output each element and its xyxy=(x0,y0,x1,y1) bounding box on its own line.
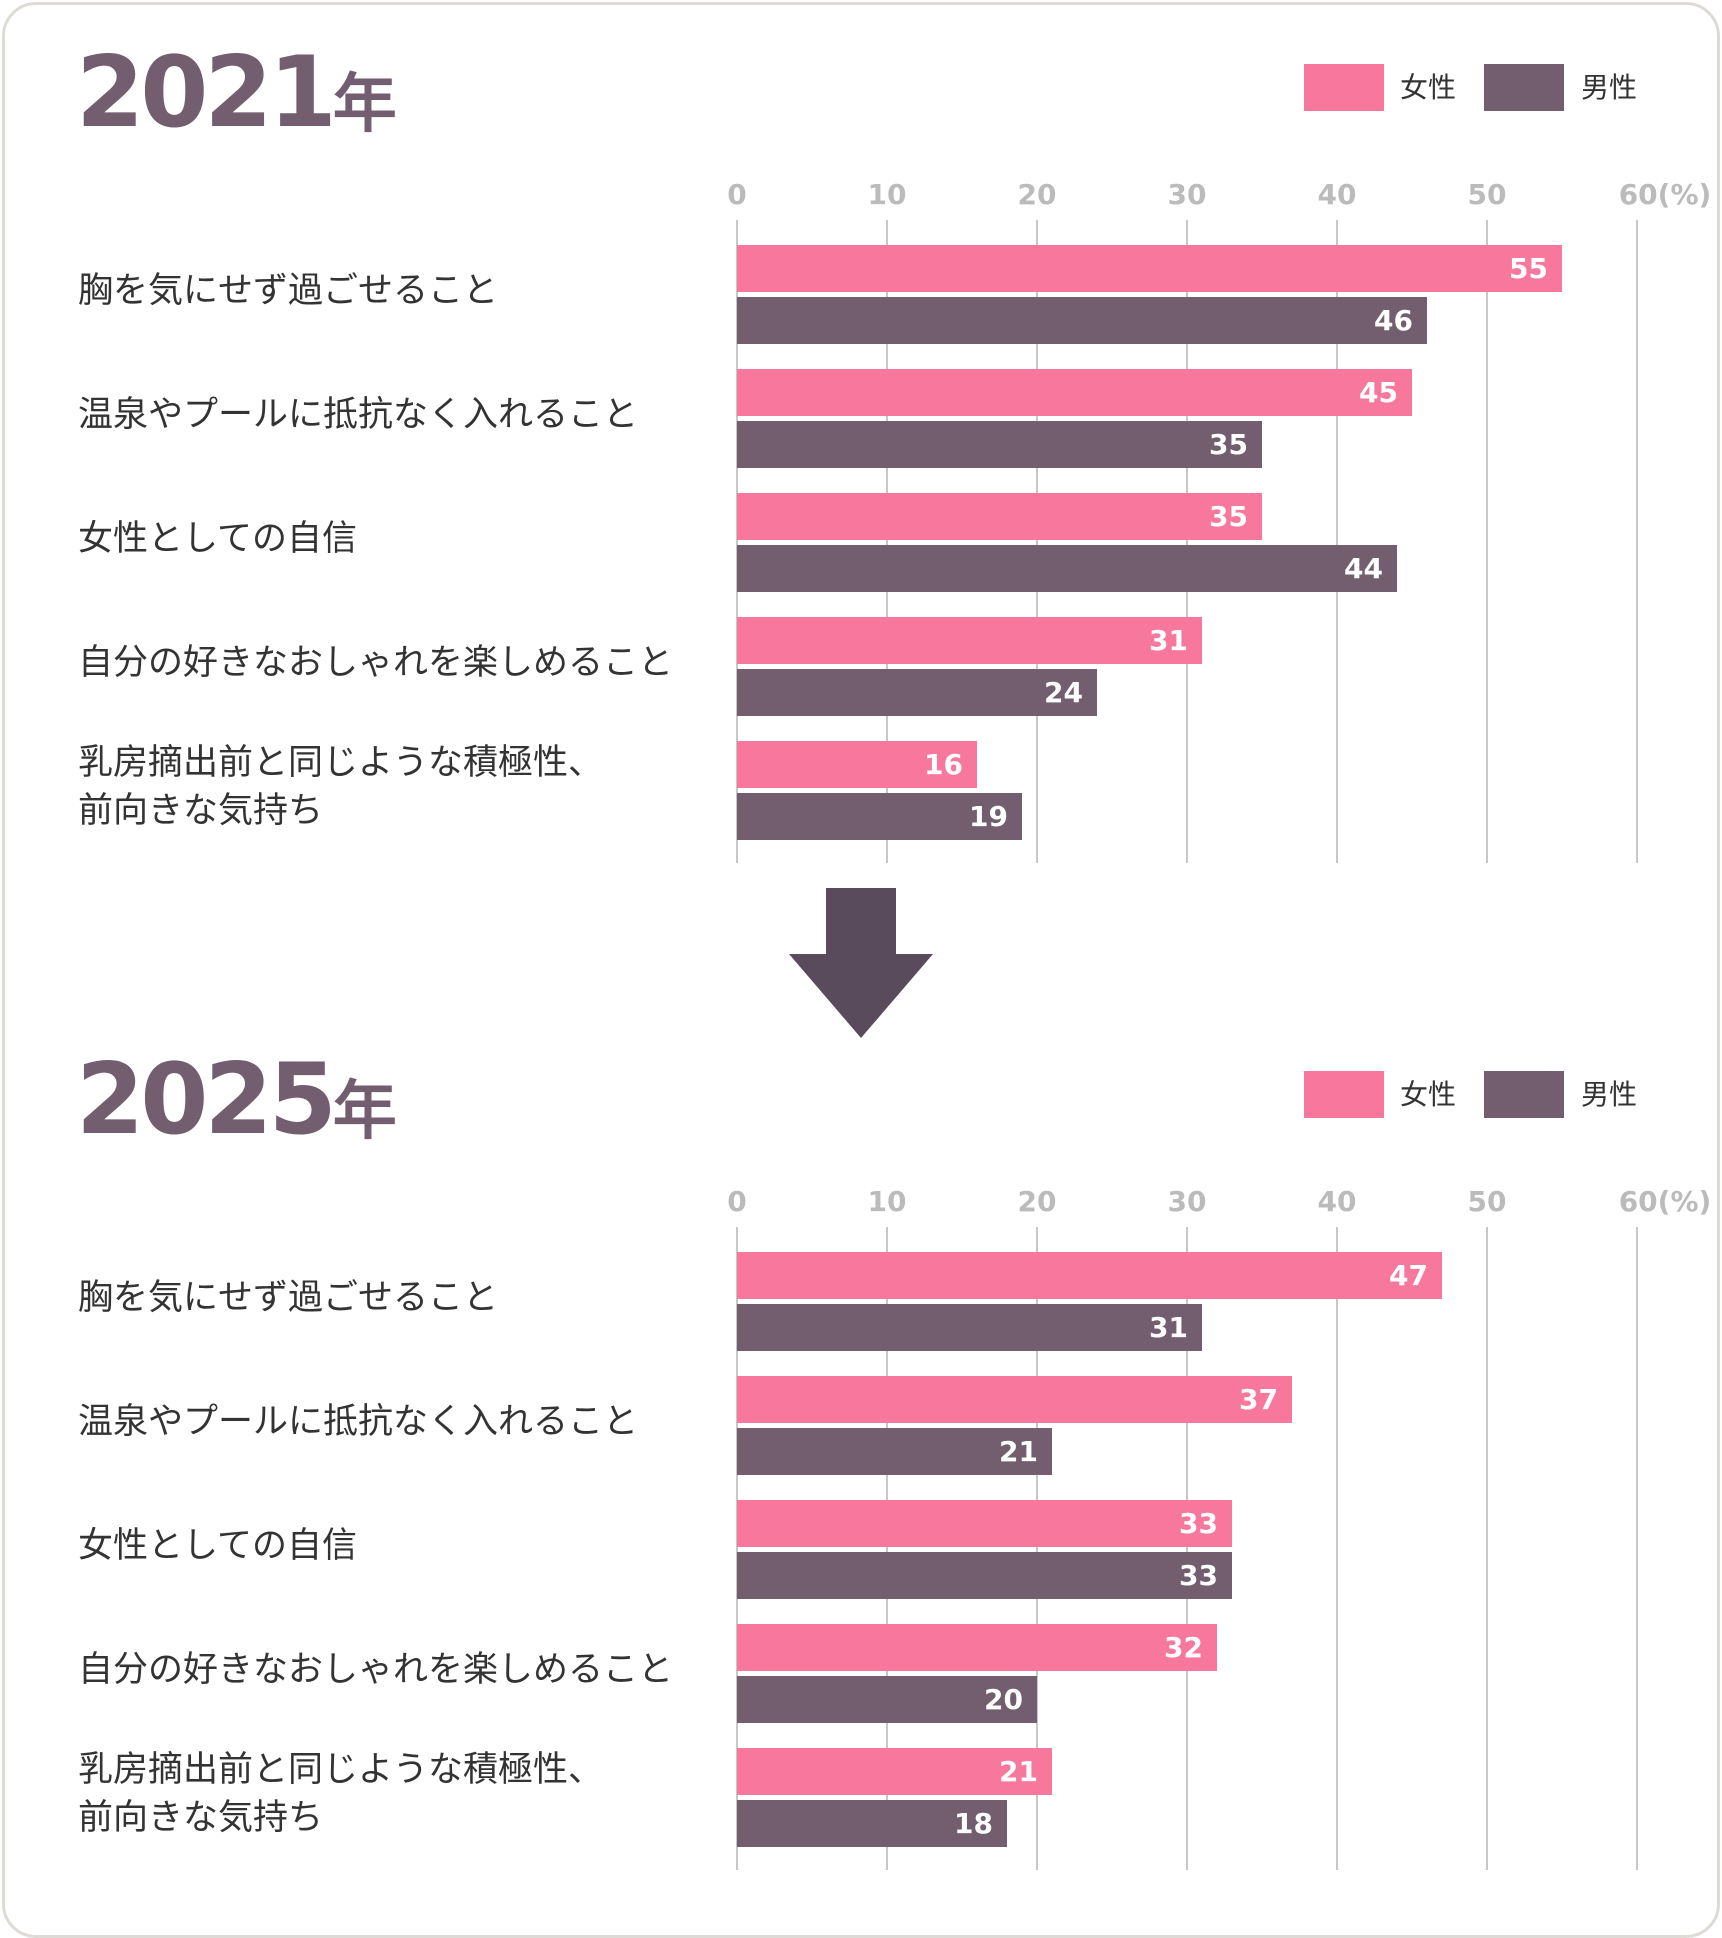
data-label: 19 xyxy=(969,800,1008,833)
x-tick-label: 10 xyxy=(867,1185,907,1218)
down-arrow-icon xyxy=(826,888,896,956)
x-tick-label: 20 xyxy=(1017,1185,1057,1218)
category-label: 女性としての自信 xyxy=(78,1526,357,1566)
data-label: 21 xyxy=(999,1755,1038,1788)
x-tick-label: 0 xyxy=(727,178,747,211)
gridline xyxy=(1036,1227,1038,1870)
chart-2025: 2025年 女性 男性 0 10 20 30 40 50 60(%) 胸を気にせず… xyxy=(0,1007,1722,1907)
legend-label-female: 女性 xyxy=(1400,71,1457,104)
legend-label-male: 男性 xyxy=(1581,71,1638,104)
data-label: 35 xyxy=(1209,428,1248,461)
bar-male: 31 xyxy=(737,1304,1202,1351)
gridline xyxy=(1486,1227,1488,1870)
bar-male: 33 xyxy=(737,1552,1232,1599)
bar-male: 46 xyxy=(737,297,1427,344)
gridline xyxy=(1336,220,1338,863)
category-label: 温泉やプールに抵抗なく入れること xyxy=(78,395,639,435)
data-label: 32 xyxy=(1164,1631,1203,1664)
gridline xyxy=(736,220,738,863)
down-arrow-head-icon xyxy=(789,954,933,1038)
bar-female: 31 xyxy=(737,617,1202,664)
category-label: 自分の好きなおしゃれを楽しめること xyxy=(78,643,674,683)
chart-title: 2021年 xyxy=(76,36,397,150)
bar-male: 24 xyxy=(737,669,1097,716)
x-tick-label: 40 xyxy=(1317,178,1357,211)
legend-label-male: 男性 xyxy=(1581,1078,1638,1111)
bar-female: 37 xyxy=(737,1376,1292,1423)
category-label: 乳房摘出前と同じような積極性、 前向きな気持ち xyxy=(78,1750,604,1838)
bar-male: 35 xyxy=(737,421,1262,468)
data-label: 33 xyxy=(1179,1507,1218,1540)
gridline xyxy=(1186,220,1188,863)
bar-female: 55 xyxy=(737,245,1562,292)
x-tick-label: 50 xyxy=(1467,178,1507,211)
category-label: 自分の好きなおしゃれを楽しめること xyxy=(78,1650,674,1690)
chart-2021: 2021年 女性 男性 0 10 20 30 40 50 60(%) 胸を気にせず… xyxy=(0,0,1722,900)
data-label: 44 xyxy=(1344,552,1383,585)
x-tick-label: 20 xyxy=(1017,178,1057,211)
data-label: 33 xyxy=(1179,1559,1218,1592)
gridline xyxy=(1336,1227,1338,1870)
data-label: 18 xyxy=(954,1807,993,1840)
bar-male: 18 xyxy=(737,1800,1007,1847)
bar-male: 19 xyxy=(737,793,1022,840)
category-label: 乳房摘出前と同じような積極性、 前向きな気持ち xyxy=(78,743,604,831)
bar-female: 47 xyxy=(737,1252,1442,1299)
data-label: 24 xyxy=(1044,676,1083,709)
x-tick-label: 30 xyxy=(1167,178,1207,211)
category-label: 胸を気にせず過ごせること xyxy=(78,271,499,311)
data-label: 20 xyxy=(984,1683,1023,1716)
bar-female: 45 xyxy=(737,369,1412,416)
bar-female: 21 xyxy=(737,1748,1052,1795)
data-label: 35 xyxy=(1209,500,1248,533)
data-label: 31 xyxy=(1149,1311,1188,1344)
gridline xyxy=(736,1227,738,1870)
category-label: 女性としての自信 xyxy=(78,519,357,559)
legend-swatch-male xyxy=(1484,1071,1564,1118)
chart-title: 2025年 xyxy=(76,1043,397,1157)
gridline xyxy=(1636,220,1638,863)
data-label: 37 xyxy=(1239,1383,1278,1416)
data-label: 16 xyxy=(924,748,963,781)
legend-swatch-female xyxy=(1304,64,1384,111)
data-label: 47 xyxy=(1389,1259,1428,1292)
bar-female: 33 xyxy=(737,1500,1232,1547)
x-tick-label: 50 xyxy=(1467,1185,1507,1218)
bar-female: 32 xyxy=(737,1624,1217,1671)
data-label: 31 xyxy=(1149,624,1188,657)
x-tick-label: 30 xyxy=(1167,1185,1207,1218)
gridline xyxy=(1036,220,1038,863)
bar-male: 44 xyxy=(737,545,1397,592)
x-tick-label: 10 xyxy=(867,178,907,211)
bar-female: 16 xyxy=(737,741,977,788)
category-label: 胸を気にせず過ごせること xyxy=(78,1278,499,1318)
data-label: 55 xyxy=(1509,252,1548,285)
gridline xyxy=(1186,1227,1188,1870)
bar-male: 20 xyxy=(737,1676,1037,1723)
gridline xyxy=(886,220,888,863)
data-label: 45 xyxy=(1359,376,1398,409)
gridline xyxy=(886,1227,888,1870)
x-tick-label: 0 xyxy=(727,1185,747,1218)
x-tick-label: 60(%) xyxy=(1618,1185,1712,1218)
legend-label-female: 女性 xyxy=(1400,1078,1457,1111)
gridline xyxy=(1486,220,1488,863)
data-label: 21 xyxy=(999,1435,1038,1468)
x-tick-label: 40 xyxy=(1317,1185,1357,1218)
legend-swatch-male xyxy=(1484,64,1564,111)
bar-male: 21 xyxy=(737,1428,1052,1475)
legend-swatch-female xyxy=(1304,1071,1384,1118)
data-label: 46 xyxy=(1374,304,1413,337)
x-tick-label: 60(%) xyxy=(1618,178,1712,211)
category-label: 温泉やプールに抵抗なく入れること xyxy=(78,1402,639,1442)
bar-female: 35 xyxy=(737,493,1262,540)
gridline xyxy=(1636,1227,1638,1870)
